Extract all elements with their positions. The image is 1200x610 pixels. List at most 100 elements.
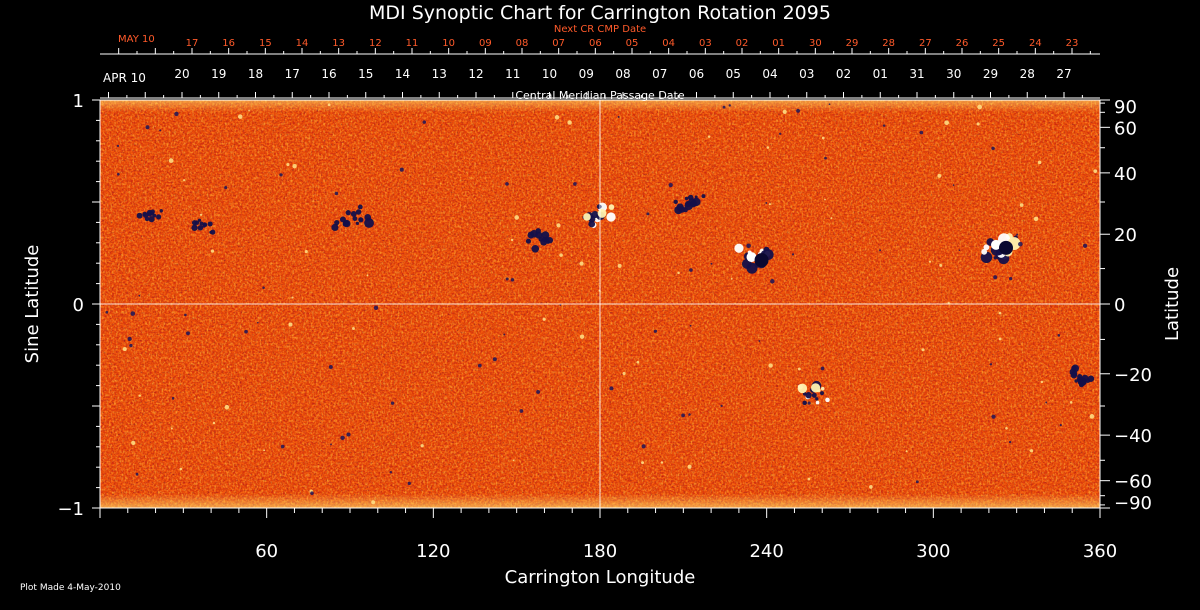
- next-date-label: 27: [919, 38, 932, 49]
- region-spot: [209, 230, 213, 234]
- flux-speck: [328, 365, 333, 370]
- flux-speck: [758, 340, 761, 342]
- region-core-negative: [754, 253, 769, 268]
- flux-speck: [407, 481, 411, 486]
- flux-speck: [1018, 241, 1023, 247]
- region-spot: [199, 221, 204, 226]
- flux-speck: [179, 467, 183, 471]
- flux-speck: [122, 346, 127, 352]
- flux-speck: [919, 130, 924, 135]
- next-date-label: 15: [259, 38, 272, 49]
- next-date-label: 12: [369, 38, 382, 49]
- flux-speck: [1045, 401, 1048, 404]
- flux-speck: [129, 343, 133, 348]
- region-spot: [345, 210, 351, 216]
- region-spot: [684, 196, 689, 201]
- region-spot: [673, 199, 678, 205]
- right-tick-label: −20: [1114, 365, 1152, 386]
- x-axis-label: Carrington Longitude: [505, 567, 696, 588]
- region-spot: [676, 203, 684, 211]
- flux-speck: [977, 104, 983, 110]
- cmp-date-label: 11: [505, 67, 520, 81]
- region-spot: [820, 391, 825, 396]
- flux-speck: [1009, 440, 1012, 444]
- flux-speck: [677, 271, 680, 275]
- region-spot: [797, 383, 808, 394]
- flux-speck: [224, 186, 228, 190]
- flux-speck: [117, 172, 120, 176]
- flux-speck: [159, 129, 162, 132]
- region-spot: [597, 209, 607, 218]
- flux-speck: [1057, 334, 1061, 337]
- flux-speck: [707, 135, 711, 138]
- flux-speck: [556, 223, 561, 228]
- flux-speck: [622, 371, 626, 376]
- cmp-date-label: 30: [946, 67, 961, 81]
- region-spot: [355, 221, 360, 226]
- flux-speck: [116, 144, 120, 148]
- flux-speck: [928, 260, 932, 263]
- region-spot: [993, 256, 997, 260]
- flux-speck: [105, 310, 109, 314]
- flux-speck: [720, 404, 723, 408]
- next-date-label: 25: [992, 38, 1005, 49]
- flux-speck: [730, 277, 733, 280]
- left-tick-label: 0: [73, 295, 84, 316]
- right-tick-label: 40: [1114, 164, 1137, 185]
- active-region: [673, 194, 706, 215]
- magnetogram-map: [99, 99, 1101, 509]
- flux-speck: [710, 262, 713, 265]
- flux-speck: [186, 331, 190, 336]
- region-spot: [815, 397, 819, 401]
- flux-speck: [807, 401, 811, 405]
- region-spot: [191, 224, 198, 231]
- region-spot: [202, 224, 206, 228]
- flux-speck: [952, 184, 955, 186]
- next-date-label: 03: [699, 38, 712, 49]
- cmp-date-ticks: 20 19 18 17 16 15 14 13 12 11 10 09 08 07 06 05 04 03 02 01…: [108, 67, 1083, 98]
- flux-speck: [636, 360, 640, 364]
- flux-speck: [796, 108, 800, 113]
- flux-speck: [939, 264, 943, 267]
- flux-speck: [184, 313, 187, 317]
- flux-speck: [641, 461, 645, 465]
- cmp-date-label: 27: [1056, 67, 1071, 81]
- flux-speck: [579, 334, 585, 339]
- next-date-label: 10: [442, 38, 455, 49]
- region-spot: [531, 244, 540, 253]
- flux-speck: [334, 191, 339, 196]
- flux-speck: [510, 238, 514, 242]
- active-region: [1069, 364, 1095, 388]
- flux-speck: [280, 444, 285, 449]
- region-spot: [527, 231, 535, 239]
- region-core-negative: [999, 240, 1013, 255]
- next-date-label: 01: [772, 38, 785, 49]
- cmp-date-label: 28: [1020, 67, 1035, 81]
- region-spot: [606, 212, 616, 222]
- flux-speck: [145, 125, 150, 130]
- region-spot: [197, 225, 204, 231]
- flux-speck: [617, 115, 620, 118]
- region-spot: [1071, 365, 1077, 371]
- flux-speck: [174, 111, 179, 117]
- cmp-date-label: 09: [579, 67, 594, 81]
- flux-speck: [559, 253, 563, 257]
- flux-speck: [689, 268, 693, 272]
- flux-speck: [542, 317, 546, 321]
- flux-speck: [937, 173, 942, 178]
- region-spot: [152, 213, 157, 218]
- cmp-date-label: 31: [909, 67, 924, 81]
- next-cmp-axis-title: Next CR CMP Date: [554, 24, 646, 35]
- next-date-label: 29: [846, 38, 859, 49]
- flux-speck: [389, 471, 393, 474]
- region-spot: [608, 204, 615, 210]
- flux-speck: [1033, 216, 1039, 222]
- flux-speck: [505, 277, 509, 281]
- region-spot: [352, 216, 358, 221]
- flux-speck: [310, 491, 314, 495]
- flux-speck: [286, 162, 290, 167]
- bottom-tick-label: 300: [916, 541, 950, 562]
- flux-speck: [1082, 243, 1088, 248]
